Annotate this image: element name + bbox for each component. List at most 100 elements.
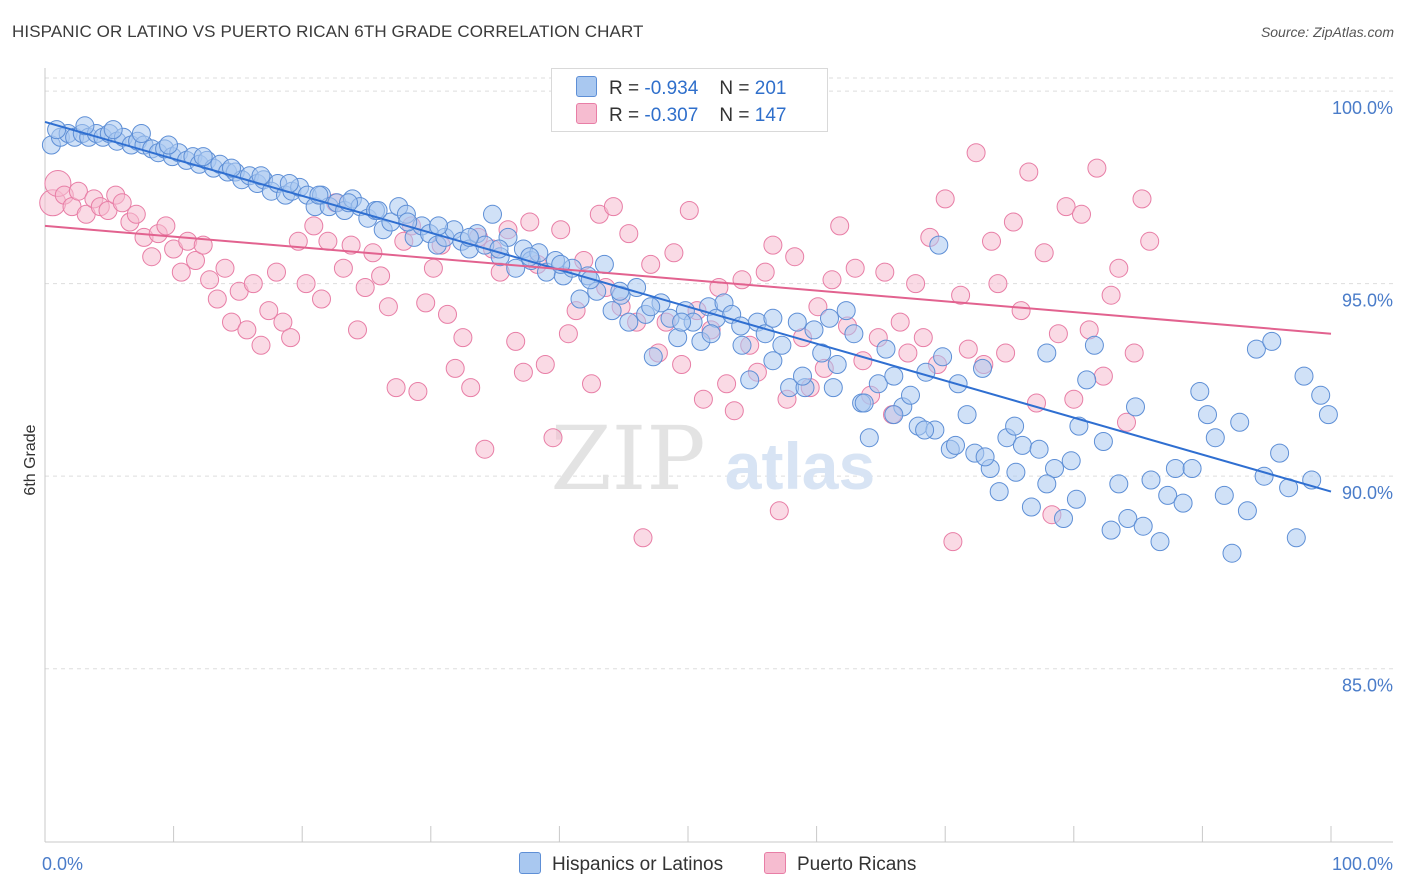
point-puerto-rican <box>830 216 850 236</box>
n-value: 201 <box>754 78 787 99</box>
point-puerto-rican <box>1117 412 1136 432</box>
point-puerto-rican <box>935 189 955 209</box>
point-hispanic <box>103 120 123 140</box>
point-puerto-rican <box>200 270 220 290</box>
point-hispanic <box>489 239 509 259</box>
point-hispanic <box>901 385 920 405</box>
point-puerto-rican <box>535 355 555 374</box>
point-puerto-rican <box>641 254 661 274</box>
point-hispanic <box>820 308 839 328</box>
point-hispanic <box>1222 543 1242 563</box>
point-hispanic <box>1150 532 1170 552</box>
point-puerto-rican <box>845 258 865 278</box>
point-hispanic <box>1286 528 1306 548</box>
point-puerto-rican <box>966 143 986 163</box>
point-hispanic <box>159 135 178 155</box>
r-value: -0.307 <box>644 105 699 126</box>
point-puerto-rican <box>1109 258 1129 278</box>
point-puerto-rican <box>1056 197 1076 217</box>
point-hispanic <box>1118 509 1138 528</box>
point-hispanic <box>1311 385 1331 405</box>
point-hispanic <box>836 301 856 321</box>
trend-line-hispanic <box>44 120 1332 493</box>
point-puerto-rican <box>890 312 910 332</box>
point-hispanic <box>1093 432 1113 451</box>
point-puerto-rican <box>717 374 737 394</box>
point-puerto-rican <box>312 289 331 309</box>
point-puerto-rican <box>1087 158 1107 178</box>
point-hispanic <box>643 347 663 367</box>
point-hispanic <box>1069 416 1089 436</box>
point-hispanic <box>506 258 526 278</box>
point-puerto-rican <box>333 258 353 278</box>
point-hispanic <box>1294 366 1314 386</box>
legend-item-hispanics[interactable]: Hispanics or Latinos <box>519 852 723 876</box>
y-tick-label: 95.0% <box>1342 291 1393 311</box>
point-puerto-rican <box>296 274 316 294</box>
trend-line-puerto-rican <box>44 224 1332 335</box>
legend-label: Puerto Ricans <box>797 854 917 875</box>
point-hispanic <box>594 254 614 274</box>
point-hispanic <box>1158 485 1178 505</box>
n-label: N = <box>719 78 750 99</box>
point-hispanic <box>1006 462 1026 482</box>
point-puerto-rican <box>386 378 406 398</box>
point-puerto-rican <box>769 501 789 521</box>
point-hispanic <box>787 312 807 332</box>
point-hispanic <box>1205 428 1225 448</box>
point-puerto-rican <box>215 258 235 278</box>
point-puerto-rican <box>693 389 713 409</box>
point-hispanic <box>975 447 995 467</box>
point-hispanic <box>1165 459 1185 478</box>
point-puerto-rican <box>243 274 263 294</box>
r-label: R = <box>609 105 640 126</box>
point-puerto-rican <box>193 235 213 255</box>
y-axis-label: 6th Grade <box>22 424 39 495</box>
point-hispanic <box>1182 459 1202 478</box>
point-hispanic <box>854 393 874 413</box>
point-puerto-rican <box>913 328 933 348</box>
point-hispanic <box>1246 339 1266 359</box>
point-puerto-rican <box>732 270 752 290</box>
point-puerto-rican <box>664 243 684 263</box>
point-hispanic <box>1230 412 1250 432</box>
point-hispanic <box>1054 509 1073 528</box>
r-label: R = <box>609 78 640 99</box>
point-hispanic <box>1012 435 1032 455</box>
point-puerto-rican <box>355 278 375 297</box>
point-puerto-rican <box>378 297 398 317</box>
point-puerto-rican <box>633 528 653 548</box>
point-hispanic <box>619 312 639 332</box>
legend-swatch-pink <box>764 852 786 874</box>
point-hispanic <box>884 366 904 386</box>
source-label: Source: ZipAtlas.com <box>1260 24 1394 40</box>
legend-item-puerto-ricans[interactable]: Puerto Ricans <box>764 852 916 876</box>
point-puerto-rican <box>171 262 191 282</box>
point-hispanic <box>1141 470 1161 490</box>
point-hispanic <box>1198 405 1217 425</box>
point-puerto-rican <box>603 197 623 217</box>
blue-swatch <box>576 76 597 97</box>
r-value: -0.934 <box>644 78 699 99</box>
point-hispanic <box>957 405 977 425</box>
point-puerto-rican <box>423 258 443 278</box>
point-hispanic <box>75 116 95 136</box>
point-puerto-rican <box>898 343 918 363</box>
chart-title: HISPANIC OR LATINO VS PUERTO RICAN 6TH G… <box>12 22 644 41</box>
point-puerto-rican <box>582 374 601 394</box>
point-puerto-rican <box>1064 389 1084 409</box>
y-tick-label: 85.0% <box>1342 676 1393 696</box>
point-hispanic <box>989 482 1009 502</box>
point-puerto-rican <box>785 247 805 267</box>
point-puerto-rican <box>996 343 1016 363</box>
point-hispanic <box>868 374 888 394</box>
y-tick-label: 100.0% <box>1332 98 1393 118</box>
point-hispanic <box>1173 493 1193 513</box>
watermark-zip: ZIP <box>550 407 705 510</box>
point-hispanic <box>672 312 692 332</box>
point-puerto-rican <box>1011 301 1031 321</box>
point-puerto-rican <box>445 358 465 378</box>
point-hispanic <box>929 235 949 255</box>
point-hispanic <box>827 355 847 374</box>
